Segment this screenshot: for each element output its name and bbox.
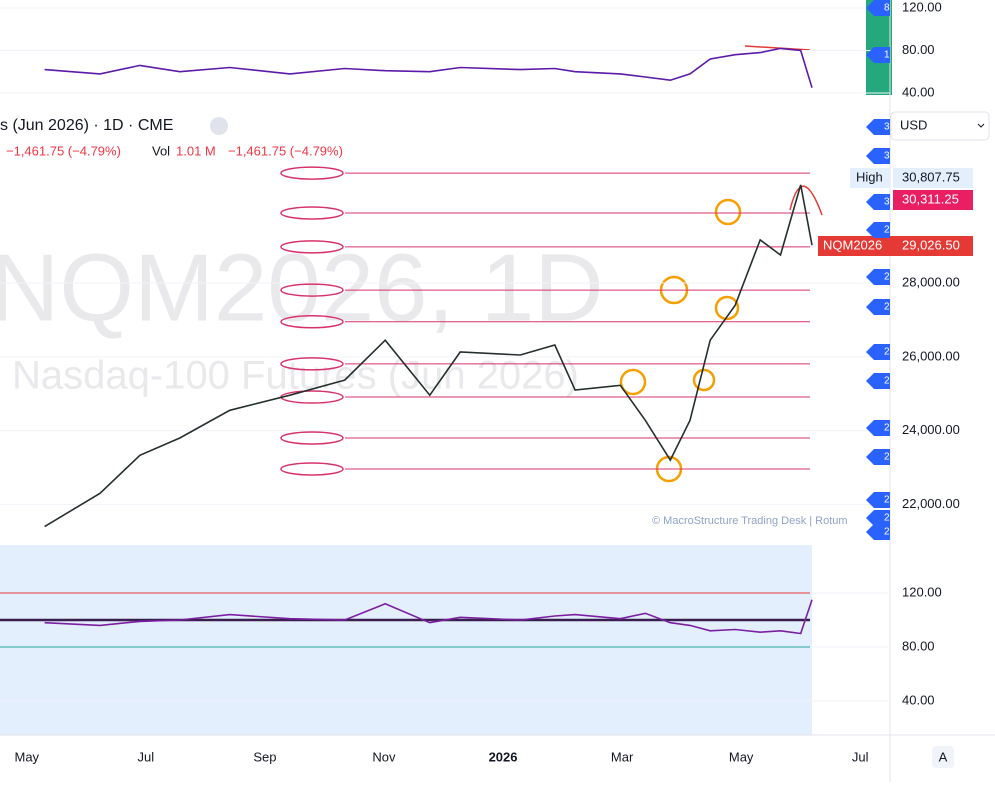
x-tick-label: May [729,749,754,764]
high-label: High [856,169,883,184]
tag [866,510,890,526]
y-tick-label: 40.00 [902,692,935,707]
tag [866,373,890,389]
tag-label: 3 [884,151,890,162]
tag [866,148,890,164]
y-tick-label: 40.00 [902,84,935,99]
tag [866,299,890,315]
tag-label: 3 [884,197,890,208]
tag [866,420,890,436]
watermark: NQM2026, 1D [0,234,604,341]
toggle[interactable] [210,117,228,135]
change: −1,461.75 (−4.79%) [228,143,343,158]
series-line [44,47,813,88]
tag-label: 2 [884,423,890,434]
y-tick-label: 80.00 [902,42,935,57]
x-tick-label: Nov [372,749,396,764]
vol: 1.01 M [176,143,216,158]
tag-label: 2 [884,376,890,387]
x-tick-label: Jul [852,749,869,764]
high-value: 30,807.75 [902,169,960,184]
y-tick-label: 24,000.00 [902,422,960,437]
x-tick-label: Mar [611,749,634,764]
y-tick-label: 26,000.00 [902,348,960,363]
level-ellipse [280,315,344,329]
panel-bg [0,545,812,735]
tag-label: 2 [884,527,890,538]
series-line [44,184,813,528]
label-bg [850,168,890,188]
level-ellipse [280,283,344,297]
copyright: © MacroStructure Trading Desk | Rotum [652,515,848,527]
series-line [44,599,813,635]
level-ellipse [280,240,344,254]
level-ellipse [280,462,344,476]
label-bg [893,168,973,188]
x-tick-label: Sep [253,749,276,764]
vol-label: Vol [152,143,170,158]
currency-select[interactable] [890,111,990,141]
auto[interactable]: A [939,749,948,764]
y-tick-label: 80.00 [902,638,935,653]
tag [866,524,890,540]
tag [866,492,890,508]
level-ellipse [280,431,344,445]
level-ellipse [280,166,344,180]
auto-button[interactable] [932,746,954,768]
currency[interactable]: USD [900,117,927,132]
tag [866,222,890,238]
tag [866,449,890,465]
tag-label: 1 [884,50,890,61]
tag-label: 2 [884,225,890,236]
tag-label: 3 [884,122,890,133]
level-ellipse [280,357,344,371]
x-tick-label: Jul [138,749,155,764]
y-tick-label: 22,000.00 [902,496,960,511]
tag [866,119,890,135]
symbol: s (Jun 2026) · 1D · CME [0,117,173,134]
y-tick-label: 120.00 [902,0,942,14]
tag [866,269,890,285]
tag [866,47,890,63]
tag-label: 2 [884,302,890,313]
tag [866,0,890,16]
x-tick-label: 2026 [489,749,518,764]
tag-label: 2 [884,347,890,358]
y-tick-label: 120.00 [902,584,942,599]
divergence [744,45,811,51]
label-bg [818,236,973,256]
tag [866,344,890,360]
tag-label: 2 [884,272,890,283]
tag-label: 2 [884,452,890,463]
arc [789,185,823,216]
chevron [977,123,985,128]
level-value: 30,311.25 [902,191,959,206]
last-value: 29,026.50 [902,237,960,252]
change: −1,461.75 (−4.79%) [6,143,121,158]
tag [866,194,890,210]
label-bg [893,190,973,210]
level-ellipse [280,206,344,220]
watermark: i Nasdaq-100 Futures (Jun 2026) [0,354,579,398]
x-tick-label: May [15,749,40,764]
symbol-label: NQM2026 [823,237,882,252]
tag-label: 2 [884,495,890,506]
y-tick-label: 28,000.00 [902,274,960,289]
tag-label: 8 [884,3,890,14]
tag-label: 2 [884,513,890,524]
